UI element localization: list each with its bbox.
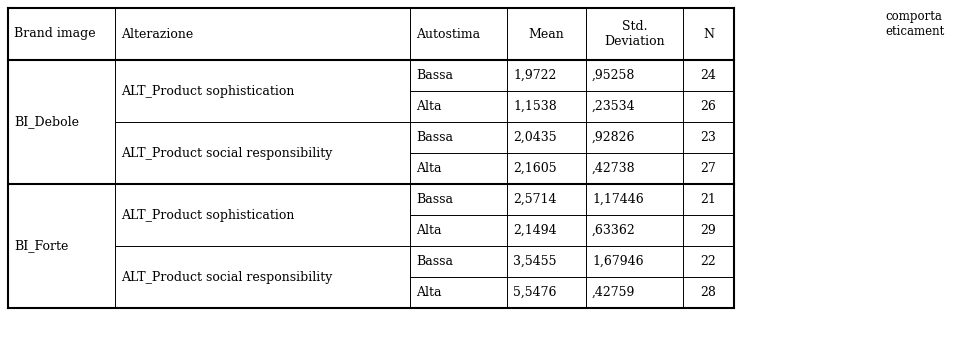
Text: Autostima: Autostima [416,27,480,40]
Text: 2,1494: 2,1494 [513,224,556,237]
Text: 27: 27 [700,162,716,175]
Text: ALT_Product social responsibility: ALT_Product social responsibility [121,147,332,159]
Text: ALT_Product social responsibility: ALT_Product social responsibility [121,270,332,284]
Text: ,92826: ,92826 [591,131,635,144]
Text: comporta
eticament: comporta eticament [884,10,943,38]
Text: Bassa: Bassa [416,193,453,206]
Text: 22: 22 [700,255,716,268]
Text: 3,5455: 3,5455 [513,255,556,268]
Text: Bassa: Bassa [416,69,453,82]
Text: 23: 23 [700,131,716,144]
Text: 1,17446: 1,17446 [591,193,643,206]
Text: 24: 24 [700,69,716,82]
Text: Bassa: Bassa [416,255,453,268]
Text: ,42738: ,42738 [591,162,635,175]
Text: Alta: Alta [416,100,441,113]
Text: BI_Forte: BI_Forte [14,239,68,253]
Text: 5,5476: 5,5476 [513,286,556,299]
Text: BI_Debole: BI_Debole [14,116,78,128]
Text: 2,1605: 2,1605 [513,162,556,175]
Text: Alterazione: Alterazione [121,27,193,40]
Text: Alta: Alta [416,224,441,237]
Text: ALT_Product sophistication: ALT_Product sophistication [121,85,294,97]
Text: 29: 29 [700,224,716,237]
Text: Brand image: Brand image [14,27,96,40]
Text: 21: 21 [700,193,716,206]
Text: 2,5714: 2,5714 [513,193,556,206]
Text: Bassa: Bassa [416,131,453,144]
Text: 1,1538: 1,1538 [513,100,556,113]
Text: 1,67946: 1,67946 [591,255,643,268]
Text: Mean: Mean [528,27,564,40]
Text: 1,9722: 1,9722 [513,69,556,82]
Text: 2,0435: 2,0435 [513,131,556,144]
Text: Std.
Deviation: Std. Deviation [604,20,664,48]
Text: 26: 26 [700,100,716,113]
Text: N: N [703,27,713,40]
Text: Alta: Alta [416,286,441,299]
Text: ,63362: ,63362 [591,224,635,237]
Text: 28: 28 [700,286,716,299]
Text: ,95258: ,95258 [591,69,635,82]
Text: Alta: Alta [416,162,441,175]
Text: ,23534: ,23534 [591,100,635,113]
Text: ,42759: ,42759 [591,286,635,299]
Text: ALT_Product sophistication: ALT_Product sophistication [121,208,294,221]
